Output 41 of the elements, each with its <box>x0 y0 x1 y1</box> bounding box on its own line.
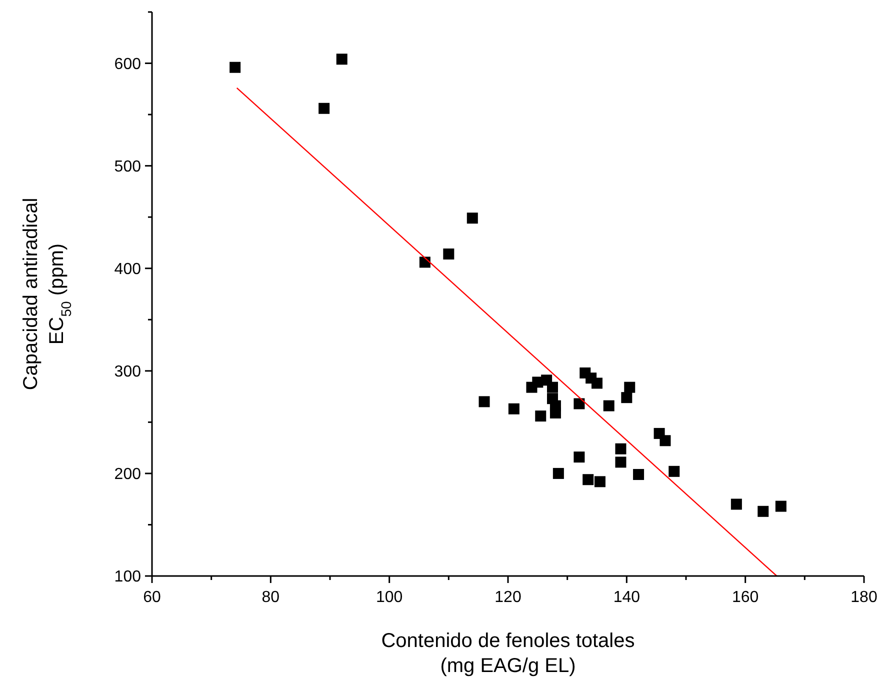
point <box>668 466 680 477</box>
point <box>633 468 644 480</box>
x-tick-label: 140 <box>613 589 640 606</box>
y-tick-label: 100 <box>114 568 142 586</box>
point <box>730 498 742 510</box>
point <box>603 400 614 412</box>
point <box>318 102 330 114</box>
point <box>594 476 606 488</box>
point <box>615 443 626 454</box>
point <box>419 256 430 268</box>
point <box>592 378 602 389</box>
point <box>615 456 626 468</box>
point <box>758 506 769 517</box>
x-tick-label: 120 <box>494 589 522 606</box>
x-tick-label: 180 <box>850 589 878 606</box>
point <box>478 396 490 408</box>
point <box>660 435 671 446</box>
point <box>547 382 558 393</box>
point <box>336 54 348 65</box>
point <box>443 248 454 260</box>
y-tick-label: 400 <box>114 260 142 278</box>
x-tick-label: 100 <box>376 589 403 606</box>
x-tick-label: 160 <box>732 589 759 606</box>
point <box>230 62 241 73</box>
y-tick-label: 200 <box>114 466 142 484</box>
point <box>508 403 520 414</box>
y-tick-label: 600 <box>114 56 142 73</box>
x-tick-label: 60 <box>143 589 161 606</box>
point <box>466 212 478 224</box>
point <box>621 392 632 404</box>
y-tick-label: 500 <box>114 158 142 176</box>
point <box>775 500 786 512</box>
point <box>535 410 546 422</box>
x-axis-title: Contenido de fenoles totales (mg EAG/g EL) <box>381 630 635 677</box>
point <box>552 468 564 479</box>
point <box>574 452 585 463</box>
y-tick-label: 300 <box>114 364 142 381</box>
point <box>574 398 585 410</box>
point <box>582 474 594 486</box>
point <box>624 382 636 393</box>
x-tick-label: 80 <box>262 589 280 606</box>
